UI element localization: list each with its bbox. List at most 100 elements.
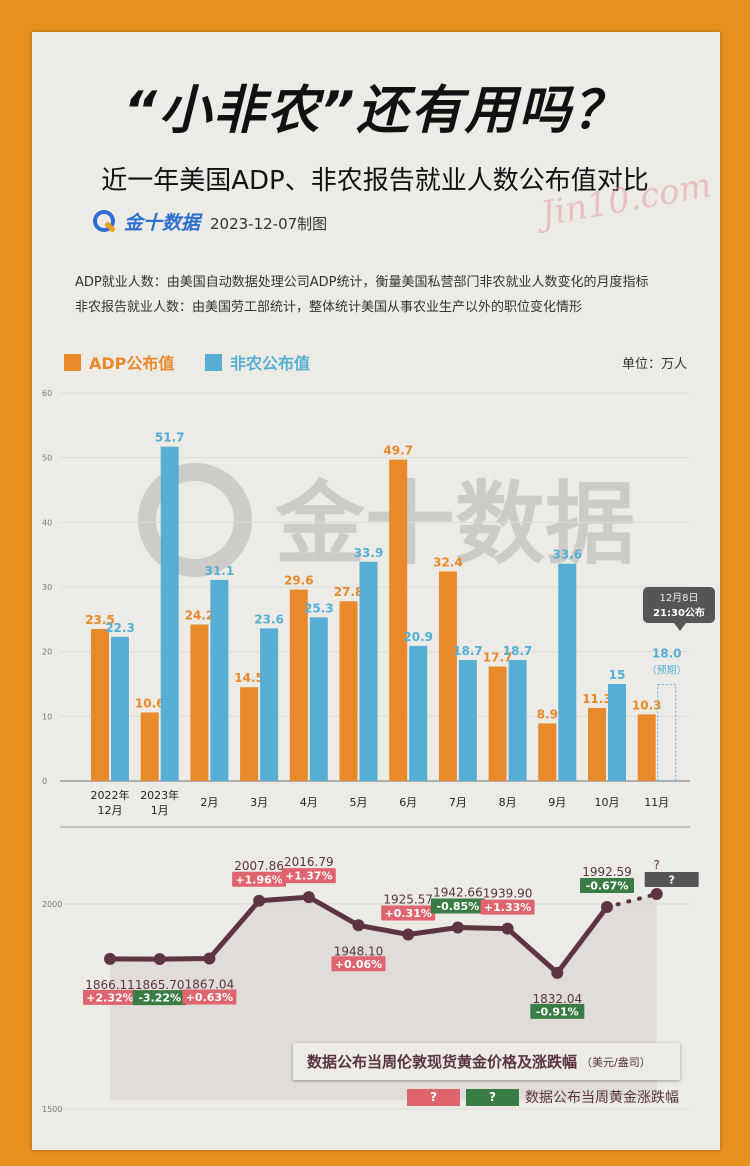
gold-change-label: +2.32% (86, 991, 133, 1004)
adp-value-label: 23.5 (85, 613, 115, 627)
gold-point (601, 901, 613, 914)
nfp-forecast-label: 18.0 (652, 647, 682, 661)
brand-logo: 金十数据 (92, 208, 200, 235)
nfp-bar (210, 579, 229, 781)
adp-value-label: 8.9 (537, 707, 558, 721)
brand-logo-icon (93, 209, 116, 233)
gold-point (650, 888, 663, 901)
gold-point (352, 919, 365, 932)
gold-change-badge (530, 1003, 585, 1019)
y-tick-label: 10 (42, 712, 52, 721)
nfp-forecast-note: （预期） (647, 665, 687, 677)
gold-price-label: 1832.04 (532, 992, 582, 1006)
x-tick-label: 5月 (350, 796, 368, 809)
x-tick-label: 12月 (98, 804, 123, 817)
gold-price-label: 1948.10 (334, 944, 384, 958)
page-subtitle: 近一年美国ADP、非农报告就业人数公布值对比 (101, 166, 649, 196)
gold-change-badge (281, 868, 336, 884)
gold-price-label: 1925.57 (383, 893, 433, 907)
watermark-text: 金十数据 (274, 472, 635, 577)
nfp-bar (309, 617, 328, 781)
gold-price-label: 2007.86 (234, 859, 284, 873)
release-callout (643, 587, 715, 623)
adp-bar (588, 707, 606, 781)
adp-value-label: 32.4 (433, 555, 463, 569)
x-tick-label: 9月 (548, 796, 566, 809)
gold-price-label: 1992.59 (582, 865, 632, 879)
gold-point (302, 891, 315, 904)
gold-change-label: +1.96% (235, 873, 282, 886)
adp-bar (488, 666, 507, 781)
gold-change-label: -3.22% (138, 992, 181, 1005)
nfp-bar (359, 561, 378, 781)
nfp-bar (608, 684, 626, 781)
nfp-description: 非农报告就业人数：由美国劳工部统计，整体统计美国从事农业生产以外的职位变化情形 (75, 300, 583, 315)
y-tick-label: 40 (42, 518, 52, 527)
brand-name: 金十数据 (124, 212, 201, 234)
y-tick-label: 50 (42, 454, 52, 463)
adp-value-label: 29.6 (284, 574, 314, 588)
callout-date: 12月8日 (659, 592, 698, 604)
nfp-value-label: 18.7 (453, 644, 483, 658)
gold-title-unit: （美元/盎司） (581, 1055, 651, 1069)
y-tick-label: 2000 (42, 900, 62, 909)
gold-title-text: 数据公布当周伦敦现货黄金价格及涨跌幅 (307, 1053, 578, 1071)
adp-description: ADP就业人数：由美国自动数据处理公司ADP统计，衡量美国私营部门非农就业人数变… (75, 275, 649, 290)
adp-value-label: 10.3 (632, 698, 662, 712)
adp-bar (190, 624, 209, 781)
publish-date: 2023-12-07制图 (210, 215, 328, 233)
callout-time: 21:30公布 (653, 606, 705, 619)
adp-value-label: 17.7 (483, 651, 513, 665)
gold-change-label: ? (669, 874, 675, 887)
gold-change-badge (232, 871, 287, 887)
nfp-value-label: 31.1 (205, 564, 235, 578)
gold-price-label: 1939.90 (483, 887, 533, 901)
gold-price-label: 2016.79 (284, 855, 334, 869)
gold-change-badge (381, 905, 436, 921)
adp-bar (91, 629, 109, 781)
y-tick-label: 1500 (42, 1105, 62, 1114)
gold-point (203, 952, 216, 965)
gold-point (451, 921, 464, 934)
nfp-forecast-bar (657, 684, 677, 782)
y-tick-label: 60 (42, 389, 52, 398)
gold-change-badge (331, 956, 386, 972)
adp-value-label: 14.5 (234, 671, 264, 685)
adp-value-label: 49.7 (383, 444, 413, 458)
nfp-value-label: 25.3 (304, 601, 334, 615)
nfp-value-label: 33.6 (552, 548, 582, 562)
legend-swatch-nfp (205, 353, 222, 371)
gold-change-label: +1.33% (484, 901, 531, 914)
adp-bar (140, 712, 159, 781)
gold-change-badge (132, 990, 187, 1006)
x-tick-label: 2022年 (91, 788, 130, 802)
x-tick-label: 7月 (449, 796, 467, 809)
y-tick-label: 0 (42, 777, 47, 786)
gold-point (104, 952, 116, 965)
y-tick-label: 30 (42, 583, 52, 592)
legend-nfp: 非农公布值 (205, 350, 310, 374)
gold-change-badge (83, 989, 137, 1005)
watermark-logo: 金十数据 (138, 463, 635, 577)
gold-change-label: -0.67% (586, 880, 629, 893)
gold-forecast-line (605, 892, 659, 910)
gold-change-badge (580, 878, 634, 894)
gold-legend: ? ? 数据公布当周黄金涨跌幅 (407, 1087, 679, 1107)
gold-change-badge (644, 872, 699, 888)
gold-change-badge (182, 989, 237, 1005)
adp-bar (389, 459, 408, 781)
x-tick-label: 8月 (499, 796, 517, 809)
nfp-value-label: 33.9 (354, 546, 384, 560)
gold-change-label: -0.91% (536, 1005, 579, 1018)
x-tick-label: 1月 (151, 804, 169, 817)
nfp-bar (260, 628, 279, 781)
gold-change-badge (480, 899, 535, 915)
y-tick-label: 20 (42, 648, 52, 657)
gold-change-label: +0.63% (186, 991, 233, 1004)
adp-bar (637, 714, 656, 781)
x-tick-label: 2月 (200, 796, 218, 809)
legend-label-adp: ADP公布值 (89, 354, 175, 373)
legend-change-label: 数据公布当周黄金涨跌幅 (525, 1090, 679, 1106)
adp-value-label: 10.6 (135, 696, 165, 710)
